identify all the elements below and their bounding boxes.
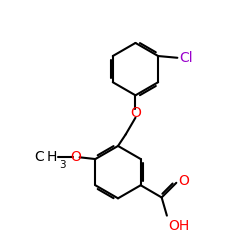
Text: O: O <box>178 174 189 188</box>
Text: H: H <box>47 150 57 164</box>
Text: O: O <box>71 150 82 164</box>
Text: Cl: Cl <box>179 51 193 65</box>
Text: OH: OH <box>169 219 190 233</box>
Text: O: O <box>130 106 141 120</box>
Text: 3: 3 <box>59 160 65 170</box>
Text: C: C <box>34 150 44 164</box>
